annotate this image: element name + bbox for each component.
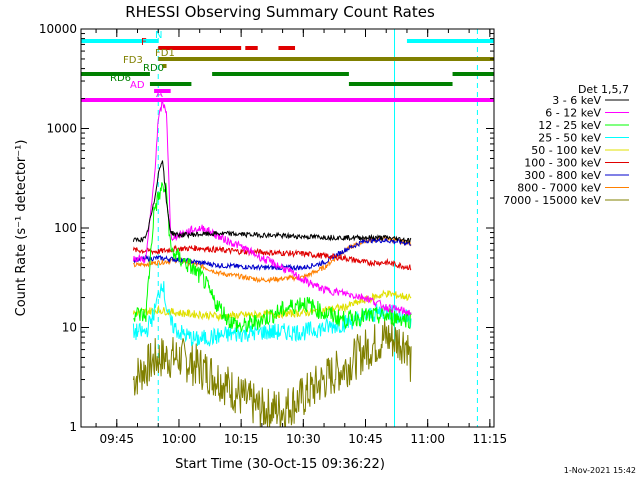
y-tick-label: 10 — [62, 321, 77, 335]
flag-label: A — [156, 89, 163, 100]
flag-label: RD0 — [143, 63, 164, 74]
x-tick-label: 10:30 — [286, 432, 321, 446]
series-line — [132, 244, 412, 271]
x-tick-label: 09:45 — [99, 432, 134, 446]
legend-title: Det 1,5,7 — [578, 83, 629, 96]
y-tick-label: 10000 — [39, 22, 77, 36]
series-line — [132, 99, 412, 316]
flag-label: FD1 — [155, 48, 175, 59]
flag-label: RD6 — [110, 73, 131, 84]
legend-label: 12 - 25 keV — [538, 119, 601, 132]
x-tick-label: 11:00 — [410, 432, 445, 446]
y-axis-label: Count Rate (s⁻¹ detector⁻¹) — [14, 140, 29, 317]
legend-label: 25 - 50 keV — [538, 132, 601, 145]
series-line — [132, 160, 412, 244]
flag-label: FD3 — [123, 55, 143, 66]
x-axis-label: Start Time (30-Oct-15 09:36:22) — [175, 457, 385, 472]
flag-label: N — [155, 30, 162, 41]
y-tick-label: 1 — [69, 420, 77, 434]
legend-label: 50 - 100 keV — [531, 144, 601, 157]
legend-label: 3 - 6 keV — [552, 94, 601, 107]
legend-label: 300 - 800 keV — [524, 169, 601, 182]
flag-label: AD — [130, 80, 145, 91]
series-line — [133, 182, 412, 333]
chart-title: RHESSI Observing Summary Count Rates — [125, 3, 435, 21]
x-tick-label: 11:15 — [473, 432, 508, 446]
legend-label: 7000 - 15000 keV — [503, 194, 601, 207]
y-tick-label: 1000 — [46, 122, 77, 136]
legend-label: 6 - 12 keV — [545, 107, 601, 120]
legend-label: 100 - 300 keV — [524, 157, 601, 170]
legend-label: 800 - 7000 keV — [517, 182, 601, 195]
timestamp: 1-Nov-2021 15:42 — [564, 466, 636, 475]
x-tick-label: 10:00 — [162, 432, 197, 446]
y-tick-label: 100 — [54, 221, 77, 235]
flag-label: F — [141, 37, 147, 48]
x-tick-label: 10:15 — [224, 432, 259, 446]
series-line — [132, 320, 412, 428]
x-tick-label: 10:45 — [348, 432, 383, 446]
